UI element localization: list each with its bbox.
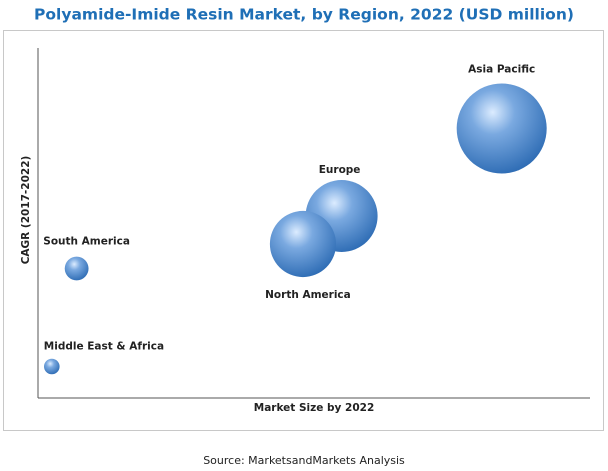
x-axis-label: Market Size by 2022 <box>254 402 375 414</box>
bubble-label: North America <box>265 289 351 301</box>
bubble <box>44 358 60 375</box>
bubble-label: Asia Pacific <box>468 64 535 76</box>
bubble-label: South America <box>43 236 130 248</box>
bubble-label: Europe <box>319 164 361 176</box>
chart-title: Polyamide-Imide Resin Market, by Region,… <box>34 6 574 24</box>
bubble-label: Middle East & Africa <box>44 341 164 353</box>
y-axis-label: CAGR (2017-2022) <box>20 156 32 265</box>
bubble <box>269 210 337 278</box>
chart-frame <box>3 30 604 431</box>
bubble <box>64 256 89 281</box>
bubble <box>456 83 547 174</box>
source: Source: MarketsandMarkets Analysis <box>203 454 405 467</box>
